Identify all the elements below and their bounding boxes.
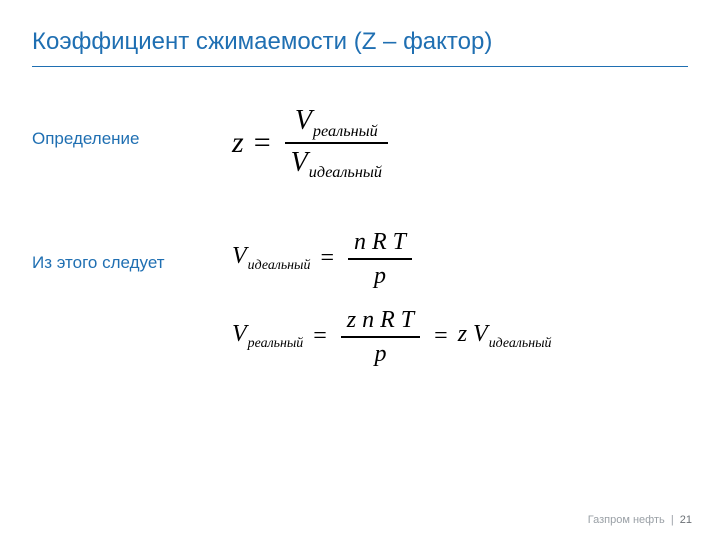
formula-v-real: Vреальный = z n R T p = z Vидеальный xyxy=(232,305,688,369)
title-rule xyxy=(32,66,688,67)
formula-definition-area: z = Vреальный Vидеальный xyxy=(232,103,688,197)
label-definition: Определение xyxy=(32,103,232,149)
frac-num-nrt: n R T xyxy=(348,227,412,257)
equals-sign-2: = xyxy=(434,323,448,350)
sub-real-lhs: реальный xyxy=(247,336,304,351)
fraction-bar xyxy=(341,336,420,338)
row-definition: Определение z = Vреальный Vидеальный xyxy=(32,103,688,197)
equals-sign: = xyxy=(254,126,271,160)
row-follows: Из этого следует Vидеальный = n R T p Vр… xyxy=(32,227,688,383)
coef-z: z xyxy=(458,321,473,347)
var-V-real: V xyxy=(295,105,312,136)
footer-page-number: 21 xyxy=(680,514,692,526)
fraction-nrt-p: n R T p xyxy=(348,227,412,291)
equals-sign: = xyxy=(313,323,327,350)
fraction-numerator: Vреальный xyxy=(289,103,384,141)
var-V-real-lhs: Vреальный xyxy=(232,321,303,352)
frac-num-znrt: z n R T xyxy=(341,305,420,335)
frac-den-p: p xyxy=(368,339,392,369)
fraction-denominator: Vидеальный xyxy=(285,145,388,183)
fraction-bar xyxy=(348,258,412,260)
fraction-bar xyxy=(285,142,388,144)
formula-z-definition: z = Vреальный Vидеальный xyxy=(232,103,688,183)
equals-sign: = xyxy=(320,245,334,272)
frac-den-p: p xyxy=(368,261,392,291)
formula-v-ideal: Vидеальный = n R T p xyxy=(232,227,688,291)
footer-company: Газпром нефть xyxy=(588,514,665,526)
slide-footer: Газпром нефть | 21 xyxy=(588,514,692,526)
var-V-rhs: V xyxy=(473,321,488,347)
label-follows: Из этого следует xyxy=(32,227,232,273)
footer-separator: | xyxy=(671,514,674,526)
var-z: z xyxy=(232,126,244,160)
rhs-z-videal: z Vидеальный xyxy=(458,321,552,352)
fraction-znrt-p: z n R T p xyxy=(341,305,420,369)
var-V-ideal: V xyxy=(291,147,308,178)
slide-title: Коэффициент сжимаемости (Z – фактор) xyxy=(32,28,688,66)
sub-ideal-lhs: идеальный xyxy=(247,258,311,273)
slide: Коэффициент сжимаемости (Z – фактор) Опр… xyxy=(0,0,720,540)
formula-follows-area: Vидеальный = n R T p Vреальный = z n R T… xyxy=(232,227,688,383)
var-V-ideal-lhs: Vидеальный xyxy=(232,243,310,274)
fraction-vreal-videal: Vреальный Vидеальный xyxy=(285,103,388,183)
sub-ideal-rhs: идеальный xyxy=(488,336,552,351)
var-V: V xyxy=(232,243,247,269)
sub-ideal: идеальный xyxy=(308,163,382,181)
sub-real: реальный xyxy=(312,122,378,140)
var-V: V xyxy=(232,321,247,347)
